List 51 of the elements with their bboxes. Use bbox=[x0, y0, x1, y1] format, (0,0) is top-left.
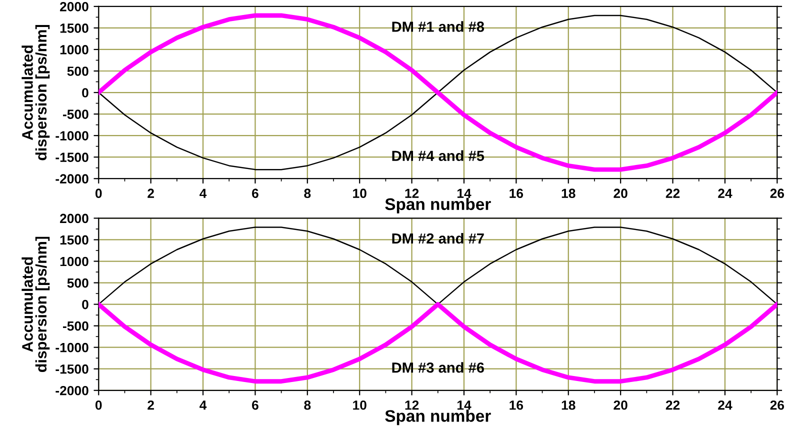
x-tick-label: 18 bbox=[562, 188, 576, 198]
y-tick-label: 2000 bbox=[60, 214, 88, 224]
y-tick-label: 1500 bbox=[60, 24, 88, 33]
y-tick-label: -1500 bbox=[56, 364, 88, 374]
y-tick-label: 500 bbox=[67, 278, 88, 288]
x-tick-label: 0 bbox=[95, 188, 102, 198]
x-tick-label: 14 bbox=[457, 400, 472, 410]
y-tick-label: 2000 bbox=[60, 2, 88, 12]
x-tick-label: 22 bbox=[666, 400, 680, 410]
y-tick-label: -2000 bbox=[56, 174, 88, 184]
y-tick-label: -500 bbox=[63, 110, 88, 119]
x-tick-label: 2 bbox=[148, 400, 154, 410]
x-tick-label: 0 bbox=[95, 400, 102, 410]
y-tick-label: -2000 bbox=[56, 386, 88, 396]
x-tick-label: 8 bbox=[304, 188, 311, 198]
y-tick-label: 1000 bbox=[60, 256, 88, 266]
y-tick-label: 0 bbox=[82, 300, 88, 310]
y-tick-label: 0 bbox=[82, 88, 88, 98]
y-axis-title: Accumulated dispersion [ps/nm] bbox=[22, 236, 50, 372]
x-tick-label: 16 bbox=[510, 188, 524, 198]
x-tick-label: 6 bbox=[252, 400, 258, 410]
y-tick-label: 1000 bbox=[60, 45, 88, 54]
x-tick-label: 4 bbox=[200, 188, 207, 198]
x-tick-label: 2 bbox=[148, 188, 154, 198]
y-axis-title: Accumulated dispersion [ps/nm] bbox=[22, 25, 50, 160]
y-tick-label: -500 bbox=[63, 321, 88, 331]
x-tick-label: 4 bbox=[200, 400, 207, 410]
y-tick-label: 500 bbox=[67, 66, 88, 76]
y-tick-label: -1000 bbox=[56, 131, 88, 140]
x-axis-title: Span number bbox=[385, 410, 491, 426]
y-tick-label: -1500 bbox=[56, 152, 88, 162]
x-tick-label: 10 bbox=[353, 400, 366, 410]
x-tick-label: 20 bbox=[614, 188, 628, 198]
x-tick-label: 24 bbox=[718, 188, 732, 198]
x-tick-label: 10 bbox=[353, 188, 366, 198]
x-tick-label: 16 bbox=[510, 400, 524, 410]
x-tick-label: 20 bbox=[614, 400, 628, 410]
x-tick-label: 26 bbox=[770, 188, 784, 198]
x-tick-label: 14 bbox=[457, 188, 472, 198]
y-tick-label: -1000 bbox=[56, 342, 88, 352]
x-tick-label: 12 bbox=[405, 188, 419, 198]
x-tick-label: 12 bbox=[405, 400, 419, 410]
x-tick-label: 26 bbox=[770, 400, 784, 410]
x-tick-label: 24 bbox=[718, 400, 732, 410]
x-tick-label: 18 bbox=[562, 400, 576, 410]
x-tick-label: 6 bbox=[252, 188, 258, 198]
x-tick-label: 8 bbox=[304, 400, 311, 410]
y-tick-label: 1500 bbox=[60, 235, 88, 245]
line-series bbox=[98, 302, 778, 384]
x-axis-title: Span number bbox=[385, 198, 491, 214]
x-tick-label: 22 bbox=[666, 188, 680, 198]
